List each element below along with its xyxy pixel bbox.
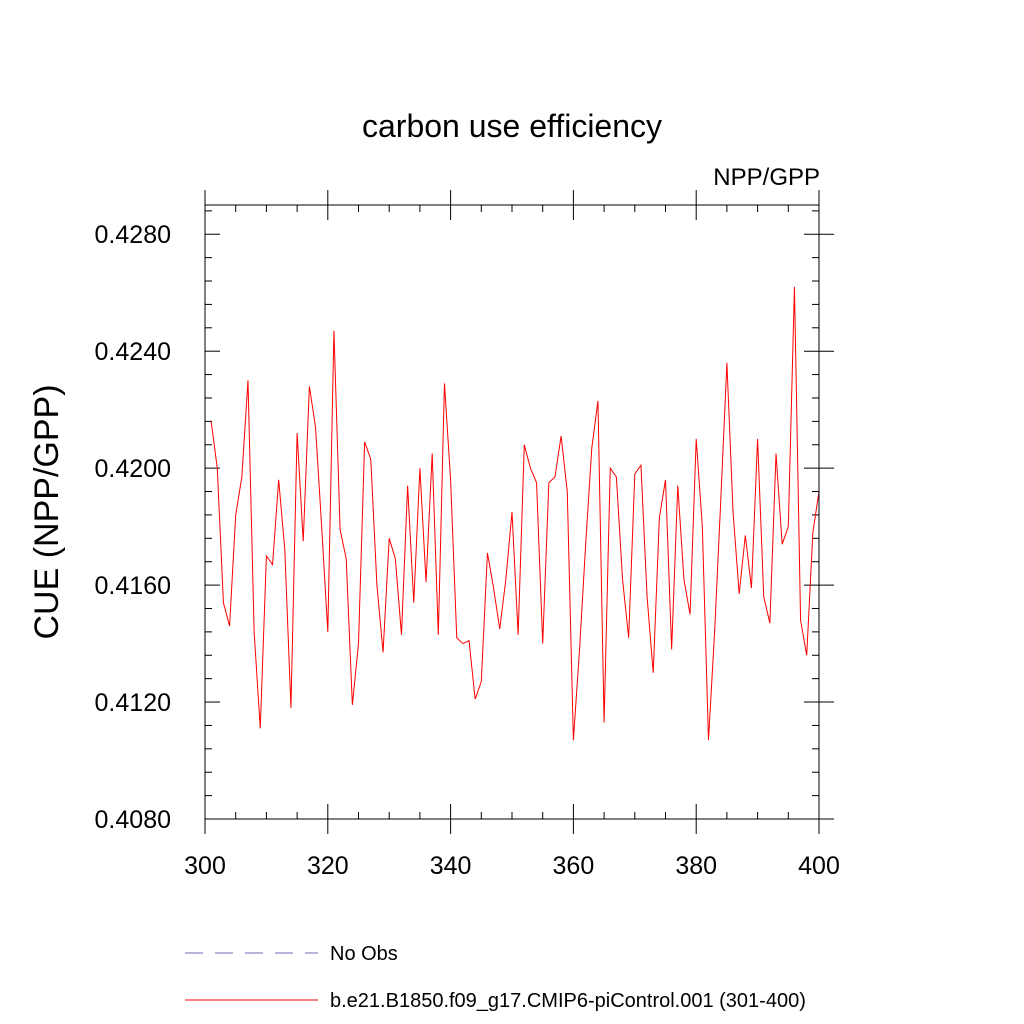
axis-ticks (204, 190, 834, 834)
series-lines (210, 286, 820, 741)
series-line (210, 286, 820, 741)
y-tick-label: 0.4280 (95, 221, 171, 249)
y-tick-label: 0.4200 (95, 455, 171, 483)
x-tick-label: 400 (798, 852, 840, 880)
legend: No Obs b.e21.B1850.f09_g17.CMIP6-piContr… (185, 943, 806, 1012)
legend-label-model-run: b.e21.B1850.f09_g17.CMIP6-piControl.001 … (330, 990, 806, 1012)
x-tick-label: 300 (184, 852, 226, 880)
chart-title: carbon use efficiency (362, 108, 662, 144)
y-tick-label: 0.4120 (95, 689, 171, 717)
x-tick-label: 320 (307, 852, 349, 880)
x-tick-label: 360 (553, 852, 595, 880)
y-axis-label: CUE (NPP/GPP) (28, 384, 66, 639)
chart-subtitle-right: NPP/GPP (713, 164, 820, 191)
legend-label-no-obs: No Obs (330, 943, 398, 965)
x-tick-label: 380 (675, 852, 717, 880)
y-tick-label: 0.4240 (95, 338, 171, 366)
axis-tick-labels: 300 320 340 360 380 400 0.4080 0.4120 0.4160 0.42… (95, 221, 840, 880)
x-tick-label: 340 (430, 852, 472, 880)
y-tick-label: 0.4160 (95, 572, 171, 600)
y-tick-label: 0.4080 (95, 806, 171, 834)
plot-frame (204, 204, 820, 820)
